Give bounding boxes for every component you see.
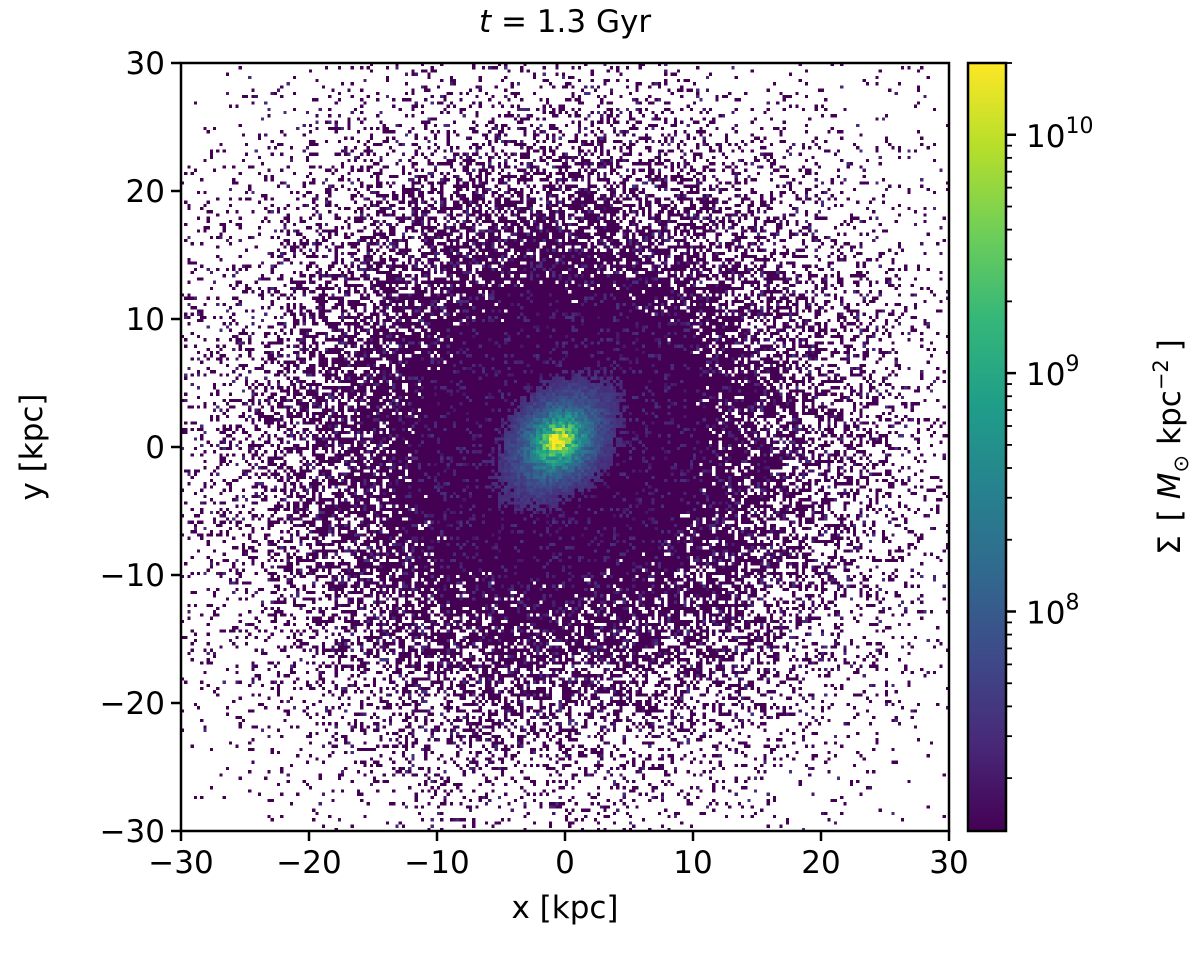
y-tick-label: 10 xyxy=(126,302,165,338)
x-tick-label: 10 xyxy=(673,845,712,881)
x-tick-label: −20 xyxy=(276,845,341,881)
title-value: 1.3 xyxy=(537,4,586,40)
title-unit: Gyr xyxy=(586,4,651,40)
colorbar-label-open: [ xyxy=(1152,509,1188,521)
colorbar-label-msub: ⊙ xyxy=(1169,455,1193,473)
colorbar-label-unit: kpc xyxy=(1152,390,1188,445)
colorbar-label-msym: M xyxy=(1152,472,1188,499)
x-axis-label: x [kpc] xyxy=(511,890,618,926)
y-tick-label: −20 xyxy=(100,686,165,722)
colorbar-label-exp: −2 xyxy=(1149,359,1173,390)
colorbar-tick-label: 109 xyxy=(1026,352,1079,393)
chart-title: t = 1.3 Gyr xyxy=(479,4,651,40)
y-axis-ticks: −30 −20 −10 0 10 20 30 xyxy=(100,46,181,850)
title-eq: = xyxy=(491,4,537,40)
title-var: t xyxy=(479,4,493,40)
colorbar-frame xyxy=(966,61,1008,833)
x-tick-label: 30 xyxy=(929,845,968,881)
y-axis-label: y [kpc] xyxy=(14,393,50,500)
x-tick-label: 20 xyxy=(801,845,840,881)
colorbar xyxy=(968,63,1006,831)
y-tick-label: 30 xyxy=(126,46,165,82)
colorbar-label-close: ] xyxy=(1152,339,1188,351)
colorbar-tick-label: 1010 xyxy=(1026,114,1093,155)
y-tick-label: 20 xyxy=(126,174,165,210)
colorbar-label-sigma: Σ xyxy=(1152,535,1188,555)
x-tick-label: −30 xyxy=(148,845,213,881)
x-axis-ticks: −30 −20 −10 0 10 20 30 xyxy=(148,831,969,881)
colorbar-label: Σ [ M⊙ kpc−2] xyxy=(1149,339,1193,555)
heatmap-image xyxy=(181,63,949,831)
x-tick-label: 0 xyxy=(555,845,575,881)
y-tick-label: 0 xyxy=(145,430,165,466)
y-tick-label: −30 xyxy=(100,814,165,850)
colorbar-tick-label: 108 xyxy=(1026,591,1079,632)
colorbar-ticks: 108 109 1010 xyxy=(1006,62,1093,780)
heatmap-plot-area xyxy=(181,63,949,831)
x-tick-label: −10 xyxy=(404,845,469,881)
y-tick-label: −10 xyxy=(100,558,165,594)
